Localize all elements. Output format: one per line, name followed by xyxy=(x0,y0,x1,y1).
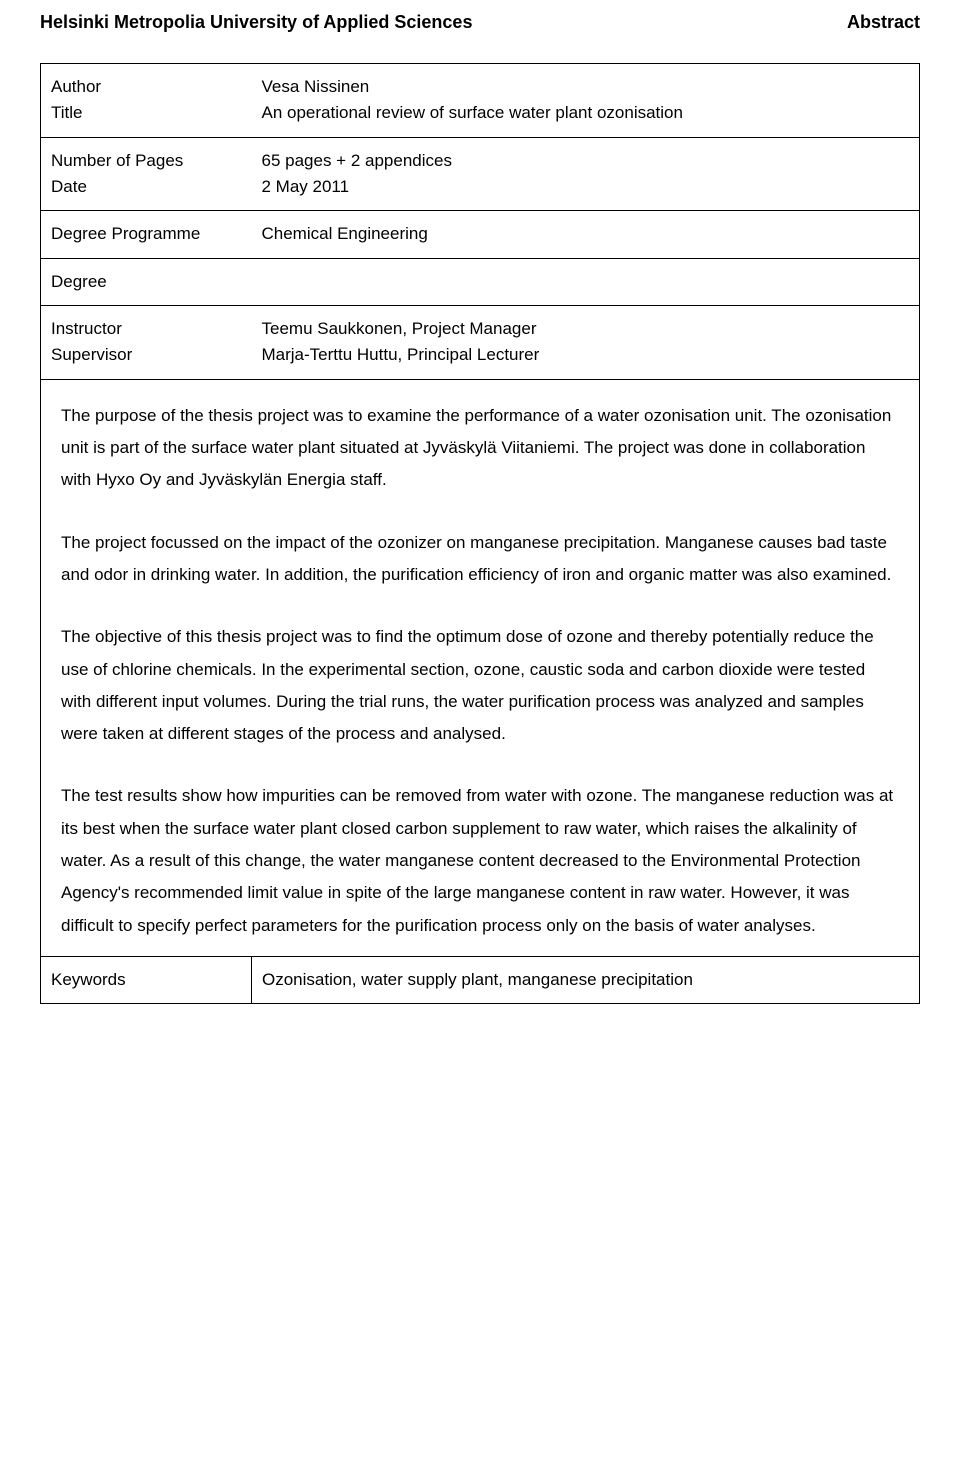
meta-row-pages-date: Number of Pages Date 65 pages + 2 append… xyxy=(41,137,920,211)
value-degree-programme: Chemical Engineering xyxy=(262,224,428,243)
value-number-of-pages: 65 pages + 2 appendices xyxy=(262,151,452,170)
label-date: Date xyxy=(51,177,87,196)
metadata-table: Author Title Vesa Nissinen An operationa… xyxy=(40,63,920,1004)
label-number-of-pages: Number of Pages xyxy=(51,151,183,170)
value-title: An operational review of surface water p… xyxy=(262,103,683,122)
institution-name: Helsinki Metropolia University of Applie… xyxy=(40,12,472,33)
label-degree: Degree xyxy=(51,272,107,291)
label-title: Title xyxy=(51,103,83,122)
abstract-paragraph: The project focussed on the impact of th… xyxy=(61,527,899,592)
label-author: Author xyxy=(51,77,101,96)
meta-row-degree: Degree xyxy=(41,258,920,305)
abstract-body: The purpose of the thesis project was to… xyxy=(51,390,909,942)
value-instructor: Teemu Saukkonen, Project Manager xyxy=(262,319,537,338)
doc-type-label: Abstract xyxy=(847,12,920,33)
keywords-row: Keywords Ozonisation, water supply plant… xyxy=(41,956,920,1003)
abstract-page: Helsinki Metropolia University of Applie… xyxy=(0,0,960,1004)
meta-row-degree-programme: Degree Programme Chemical Engineering xyxy=(41,211,920,258)
value-keywords: Ozonisation, water supply plant, mangane… xyxy=(262,970,693,989)
label-degree-programme: Degree Programme xyxy=(51,224,200,243)
abstract-body-row: The purpose of the thesis project was to… xyxy=(41,379,920,956)
value-supervisor: Marja-Terttu Huttu, Principal Lecturer xyxy=(262,345,540,364)
abstract-paragraph: The test results show how impurities can… xyxy=(61,780,899,941)
value-author: Vesa Nissinen xyxy=(262,77,370,96)
label-keywords: Keywords xyxy=(51,970,126,989)
label-instructor: Instructor xyxy=(51,319,122,338)
meta-row-instructor-supervisor: Instructor Supervisor Teemu Saukkonen, P… xyxy=(41,306,920,380)
abstract-paragraph: The purpose of the thesis project was to… xyxy=(61,400,899,497)
label-supervisor: Supervisor xyxy=(51,345,132,364)
abstract-paragraph: The objective of this thesis project was… xyxy=(61,621,899,750)
value-date: 2 May 2011 xyxy=(262,177,350,196)
meta-row-author-title: Author Title Vesa Nissinen An operationa… xyxy=(41,64,920,138)
page-header: Helsinki Metropolia University of Applie… xyxy=(40,12,920,33)
